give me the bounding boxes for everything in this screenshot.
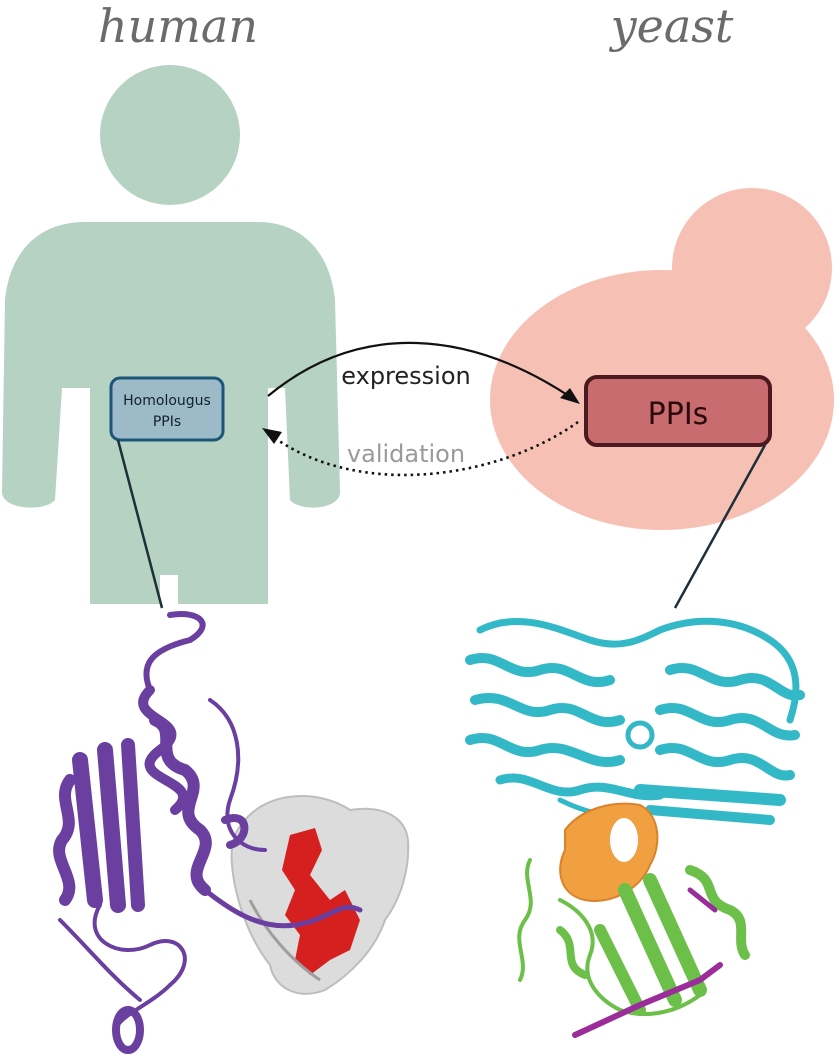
validation-label: validation xyxy=(347,440,465,468)
human-ppi-box-line2: PPIs xyxy=(153,414,181,430)
yeast-ppi-box xyxy=(584,375,772,447)
human-silhouette xyxy=(2,65,340,604)
human-head xyxy=(100,65,240,205)
yeast-protein-interface xyxy=(559,802,659,902)
yeast-cell xyxy=(490,188,834,530)
human-connector-line xyxy=(116,439,164,609)
yeast-protein-top xyxy=(465,617,805,825)
human-protein-structure xyxy=(53,611,410,1054)
validation-arrow xyxy=(271,420,579,477)
human-protein-surface-shadow xyxy=(248,899,321,982)
yeast-protein-strand-2 xyxy=(687,887,718,913)
title-yeast: yeast xyxy=(609,0,734,53)
yeast-protein-structure xyxy=(465,617,805,1038)
human-ppi-box-line1: Homolougus xyxy=(123,393,211,409)
yeast-interface-hole xyxy=(610,818,638,862)
yeast-protein-strand xyxy=(572,962,723,1038)
human-protein-cartoon xyxy=(53,611,363,1054)
expression-arrow xyxy=(267,341,573,399)
human-ppi-box xyxy=(109,376,225,442)
yeast-protein-bottom xyxy=(517,858,750,1017)
yeast-ppi-box-label: PPIs xyxy=(648,397,709,432)
expression-label: expression xyxy=(341,362,470,390)
title-human: human xyxy=(98,0,258,53)
yeast-connector-line xyxy=(673,444,767,609)
expression-arrowhead xyxy=(560,388,580,404)
validation-arrowhead xyxy=(262,428,282,444)
human-protein-interface xyxy=(282,828,360,975)
